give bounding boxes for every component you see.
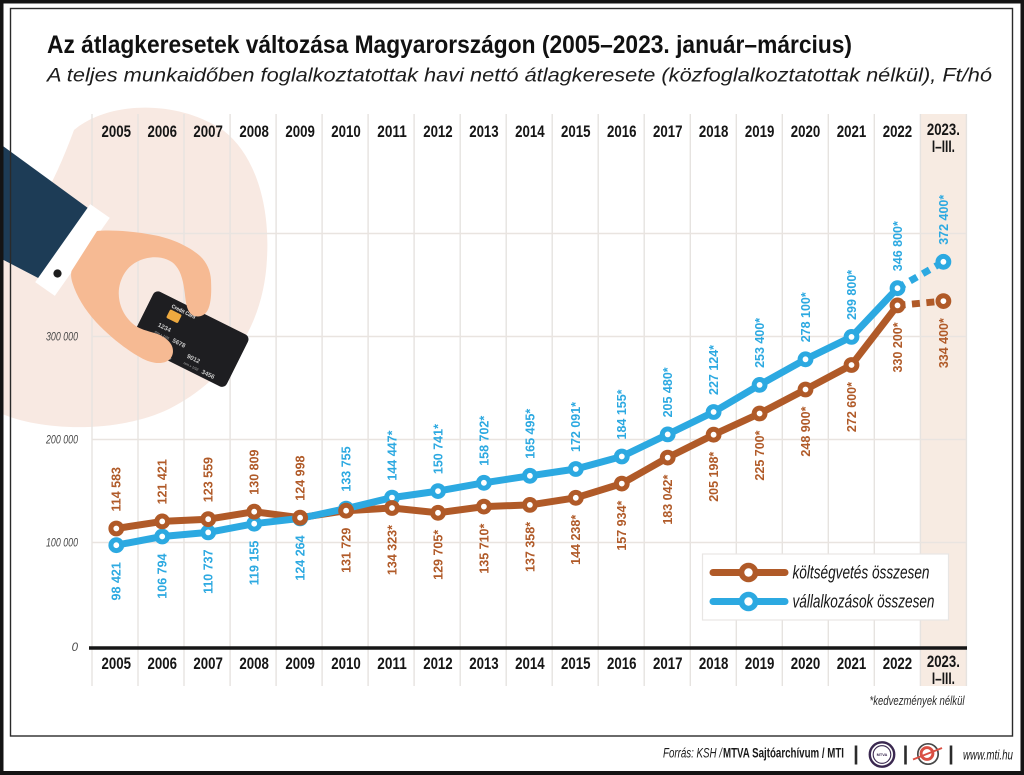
svg-text:2012: 2012 <box>423 654 453 673</box>
svg-text:119 155: 119 155 <box>248 541 262 586</box>
svg-text:334 400*: 334 400* <box>937 318 951 368</box>
svg-text:272 600*: 272 600* <box>845 382 859 432</box>
svg-text:2016: 2016 <box>607 654 637 673</box>
svg-text:2019: 2019 <box>745 654 775 673</box>
svg-text:121 421: 121 421 <box>156 459 170 504</box>
svg-text:2009: 2009 <box>285 654 315 673</box>
svg-text:123 559: 123 559 <box>202 457 216 502</box>
svg-text:150 741*: 150 741* <box>431 424 445 474</box>
svg-text:124 998: 124 998 <box>294 455 308 500</box>
svg-text:2006: 2006 <box>148 654 178 673</box>
svg-text:2016: 2016 <box>607 122 637 141</box>
svg-text:372 400*: 372 400* <box>937 195 951 245</box>
svg-text:2018: 2018 <box>699 122 729 141</box>
svg-text:98 421: 98 421 <box>110 562 124 600</box>
svg-text:346 800*: 346 800* <box>891 221 905 271</box>
svg-text:129 705*: 129 705* <box>431 530 445 580</box>
svg-text:2020: 2020 <box>791 122 821 141</box>
svg-text:2018: 2018 <box>699 654 729 673</box>
svg-text:2023.: 2023. <box>927 120 960 139</box>
svg-text:2022: 2022 <box>883 654 913 673</box>
svg-text:2023.: 2023. <box>927 652 960 671</box>
svg-text:248 900*: 248 900* <box>799 406 813 456</box>
svg-text:mm » 1/32: mm » 1/32 <box>183 361 199 372</box>
svg-text:110 737: 110 737 <box>202 549 216 594</box>
svg-text:172 091*: 172 091* <box>569 402 583 452</box>
svg-text:mm » 1/26: mm » 1/26 <box>154 330 170 341</box>
svg-text:2008: 2008 <box>239 122 269 141</box>
svg-text:200 000: 200 000 <box>45 435 78 447</box>
svg-text:135 710*: 135 710* <box>477 523 491 573</box>
svg-text:106 794: 106 794 <box>156 553 170 598</box>
svg-text:205 198*: 205 198* <box>707 452 721 502</box>
svg-text:www.mti.hu: www.mti.hu <box>963 747 1013 763</box>
svg-text:300 000: 300 000 <box>46 332 78 344</box>
svg-text:2011: 2011 <box>377 654 407 673</box>
svg-text:2021: 2021 <box>837 122 867 141</box>
svg-text:2007: 2007 <box>193 122 223 141</box>
svg-text:2015: 2015 <box>561 654 591 673</box>
svg-text:330 200*: 330 200* <box>891 322 905 372</box>
svg-text:I–III.: I–III. <box>932 669 955 688</box>
svg-text:2010: 2010 <box>331 654 361 673</box>
svg-text:131 729: 131 729 <box>340 528 354 573</box>
svg-text:144 447*: 144 447* <box>385 430 399 480</box>
svg-text:0: 0 <box>72 642 79 654</box>
svg-text:2019: 2019 <box>745 122 775 141</box>
svg-text:133 755: 133 755 <box>340 446 354 491</box>
svg-text:MTVA Sajtóarchívum / MTI: MTVA Sajtóarchívum / MTI <box>723 746 844 761</box>
svg-text:2005: 2005 <box>102 654 132 673</box>
svg-text:2006: 2006 <box>148 122 178 141</box>
svg-text:2007: 2007 <box>193 654 223 673</box>
svg-text:144 238*: 144 238* <box>569 515 583 565</box>
svg-text:100 000: 100 000 <box>46 538 78 550</box>
svg-text:205 480*: 205 480* <box>661 367 675 417</box>
svg-text:*kedvezmények nélkül: *kedvezmények nélkül <box>870 694 966 708</box>
svg-text:költségvetés összesen: költségvetés összesen <box>793 563 930 583</box>
svg-text:I–III.: I–III. <box>932 137 955 156</box>
svg-text:2020: 2020 <box>791 654 821 673</box>
svg-text:2014: 2014 <box>515 122 545 141</box>
svg-text:2011: 2011 <box>377 122 407 141</box>
svg-text:vállalkozások összesen: vállalkozások összesen <box>793 592 935 612</box>
svg-text:184 155*: 184 155* <box>615 389 629 439</box>
svg-text:2017: 2017 <box>653 654 683 673</box>
svg-text:165 495*: 165 495* <box>523 409 537 459</box>
svg-text:Forrás: KSH /: Forrás: KSH / <box>663 746 723 761</box>
svg-text:253 400*: 253 400* <box>753 318 767 368</box>
svg-text:124 264: 124 264 <box>294 535 308 580</box>
svg-text:2013: 2013 <box>469 654 499 673</box>
svg-text:2014: 2014 <box>515 654 545 673</box>
svg-text:137 358*: 137 358* <box>523 522 537 572</box>
svg-text:2021: 2021 <box>837 654 867 673</box>
svg-text:183 042*: 183 042* <box>661 474 675 524</box>
svg-text:134 323*: 134 323* <box>385 525 399 575</box>
svg-text:A teljes munkaidőben foglalkoz: A teljes munkaidőben foglalkoztatottak h… <box>46 66 993 87</box>
svg-text:2010: 2010 <box>331 122 361 141</box>
svg-text:2017: 2017 <box>653 122 683 141</box>
svg-text:278 100*: 278 100* <box>799 292 813 342</box>
svg-text:2008: 2008 <box>239 654 269 673</box>
svg-text:2022: 2022 <box>883 122 913 141</box>
svg-text:130 809: 130 809 <box>248 449 262 494</box>
svg-text:2013: 2013 <box>469 122 499 141</box>
svg-text:MTVA: MTVA <box>877 752 888 757</box>
svg-text:227 124*: 227 124* <box>707 345 721 395</box>
svg-text:225 700*: 225 700* <box>753 430 767 480</box>
svg-text:157 934*: 157 934* <box>615 500 629 550</box>
svg-text:2015: 2015 <box>561 122 591 141</box>
svg-text:2009: 2009 <box>285 122 315 141</box>
svg-text:2005: 2005 <box>102 122 132 141</box>
svg-text:158 702*: 158 702* <box>477 416 491 466</box>
svg-text:2012: 2012 <box>423 122 453 141</box>
svg-text:114 583: 114 583 <box>110 467 124 512</box>
svg-text:Az átlagkeresetek változása Ma: Az átlagkeresetek változása Magyarország… <box>47 31 852 59</box>
svg-text:299 800*: 299 800* <box>845 270 859 320</box>
